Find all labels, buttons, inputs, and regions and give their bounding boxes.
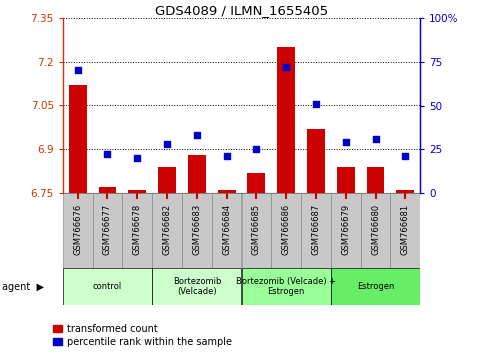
Point (193, 132, 201, 138)
Legend: transformed count, percentile rank within the sample: transformed count, percentile rank withi… (53, 324, 232, 347)
Text: GSM766680: GSM766680 (371, 204, 380, 255)
Bar (63, 193, 93, 268)
Text: GSM766685: GSM766685 (252, 204, 261, 255)
Bar (242, 193, 271, 268)
Bar (212, 193, 242, 268)
Point (342, 139, 350, 145)
Bar (242, 268, 331, 305)
Text: GSM766679: GSM766679 (341, 204, 350, 255)
Bar (331, 268, 420, 305)
Bar (128, 190, 146, 193)
Text: GSM766681: GSM766681 (401, 204, 410, 255)
Point (312, 101, 320, 107)
Bar (182, 193, 212, 268)
Bar (218, 190, 236, 193)
Bar (93, 193, 122, 268)
Bar (301, 193, 331, 268)
Text: Estrogen: Estrogen (357, 282, 394, 291)
Bar (69, 85, 86, 193)
Text: control: control (93, 282, 122, 291)
Bar (271, 193, 301, 268)
Bar (361, 193, 390, 268)
Bar (337, 167, 355, 193)
Bar (122, 193, 152, 268)
Point (163, 141, 171, 147)
Bar (152, 193, 182, 268)
Bar (307, 129, 325, 193)
Text: GSM766676: GSM766676 (73, 204, 82, 255)
Bar (397, 190, 414, 193)
Text: Bortezomib (Velcade) +
Estrogen: Bortezomib (Velcade) + Estrogen (236, 277, 336, 296)
Bar (188, 155, 206, 193)
Bar (99, 187, 116, 193)
Bar (152, 268, 242, 305)
Point (282, 64, 290, 70)
Point (223, 153, 230, 159)
Bar (367, 167, 384, 193)
Bar (247, 173, 265, 193)
Bar (390, 193, 420, 268)
Bar (331, 193, 361, 268)
Text: GSM766687: GSM766687 (312, 204, 320, 255)
Text: Bortezomib
(Velcade): Bortezomib (Velcade) (172, 277, 221, 296)
Bar (63, 268, 152, 305)
Text: GSM766683: GSM766683 (192, 204, 201, 255)
Bar (158, 167, 176, 193)
Point (401, 153, 409, 159)
Text: GSM766682: GSM766682 (163, 204, 171, 255)
Text: agent  ▶: agent ▶ (2, 281, 44, 291)
Point (253, 147, 260, 152)
Text: GSM766677: GSM766677 (103, 204, 112, 255)
Point (104, 152, 112, 157)
Bar (277, 47, 295, 193)
Title: GDS4089 / ILMN_1655405: GDS4089 / ILMN_1655405 (155, 4, 328, 17)
Point (133, 155, 141, 161)
Point (74, 68, 82, 73)
Text: GSM766686: GSM766686 (282, 204, 291, 255)
Text: GSM766678: GSM766678 (133, 204, 142, 255)
Point (372, 136, 380, 142)
Text: GSM766684: GSM766684 (222, 204, 231, 255)
